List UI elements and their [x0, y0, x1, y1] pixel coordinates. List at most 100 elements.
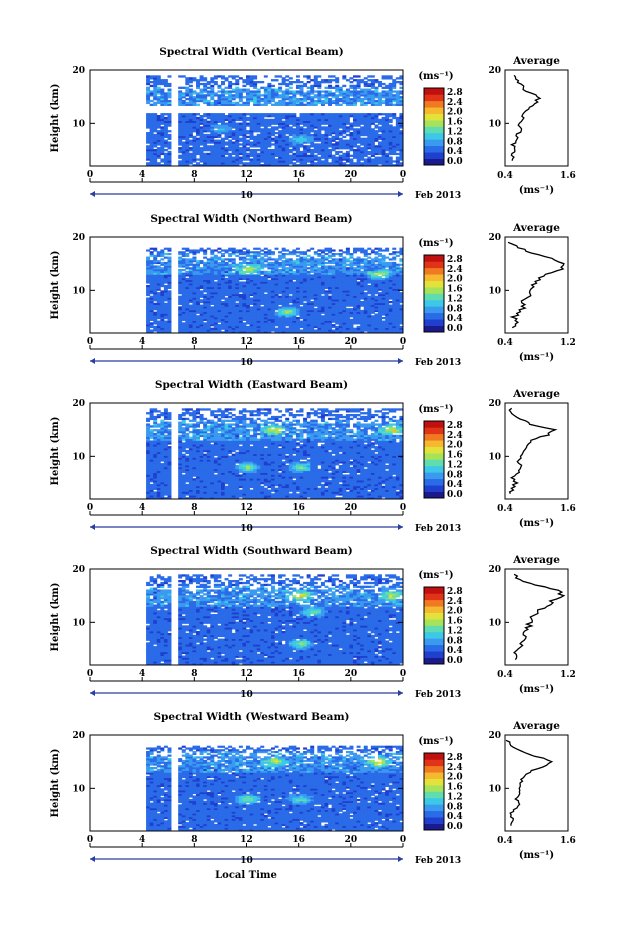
average-profile-line	[513, 573, 566, 661]
panel-title: Spectral Width (Eastward Beam)	[155, 379, 348, 391]
x-tick-label: 20	[345, 669, 358, 679]
date-axis-arrow	[90, 524, 95, 530]
colorbar-tick-label: 0.4	[447, 480, 463, 490]
colorbar-tick-label: 0.8	[447, 137, 463, 147]
colorbar-unit: (ms⁻¹)	[418, 71, 453, 82]
average-x-label: (ms⁻¹)	[519, 850, 554, 861]
x-tick-label: 16	[292, 669, 305, 679]
colorbar-segment	[424, 446, 444, 454]
x-tick-label: 12	[240, 337, 253, 347]
colorbar-segment	[424, 644, 444, 652]
heatmap-cells	[146, 408, 404, 500]
x-tick-label: 16	[292, 170, 305, 180]
average-profile-line	[508, 407, 558, 494]
colorbar-segment	[424, 657, 444, 665]
x-tick-label: 12	[240, 669, 253, 679]
y-tick-label: 10	[72, 784, 85, 794]
colorbar-tick-label: 2.8	[447, 587, 463, 597]
colorbar-tick-label: 0.4	[447, 314, 463, 324]
colorbar-segment	[424, 785, 444, 792]
colorbar-segment	[424, 312, 444, 320]
colorbar-tick-label: 1.6	[447, 617, 463, 627]
colorbar-segment	[424, 126, 444, 134]
average-x-tick-label: 0.4	[497, 836, 513, 846]
average-frame	[504, 734, 569, 832]
colorbar-segment	[424, 113, 444, 121]
x-axis-label: Local Time	[215, 870, 277, 881]
colorbar-tick-label: 2.8	[447, 421, 463, 431]
colorbar-segment	[424, 791, 444, 799]
average-frame	[504, 568, 569, 666]
average-x-label: (ms⁻¹)	[519, 684, 554, 695]
x-tick-label: 4	[139, 170, 145, 180]
average-x-tick-label: 1.6	[560, 504, 576, 514]
colorbar-tick-label: 2.0	[447, 108, 463, 118]
date-day-label: 10	[240, 690, 253, 700]
y-tick-label: 20	[72, 66, 85, 76]
y-tick-label: 10	[72, 286, 85, 296]
average-panel: Average 10 20 0.4 1.6 (ms⁻¹)	[488, 720, 575, 861]
colorbar-tick-label: 0.0	[447, 324, 463, 334]
colorbar-segment	[424, 465, 444, 473]
x-tick-label: 0	[400, 503, 406, 513]
heatmap-cells	[146, 75, 404, 167]
colorbar-segment	[424, 631, 444, 639]
colorbar-unit: (ms⁻¹)	[418, 736, 453, 747]
colorbar-tick-label: 2.0	[447, 607, 463, 617]
average-title: Average	[512, 222, 560, 234]
date-axis-arrow	[90, 690, 95, 696]
x-tick-label: 8	[191, 170, 197, 180]
plot-frame	[89, 69, 404, 167]
colorbar-segment	[424, 804, 444, 812]
colorbar-segment	[424, 453, 444, 460]
colorbar-segment	[424, 440, 444, 447]
colorbar-segment	[424, 280, 444, 288]
average-x-label: (ms⁻¹)	[519, 518, 554, 529]
colorbar-unit: (ms⁻¹)	[418, 570, 453, 581]
colorbar-segment	[424, 817, 444, 824]
date-axis-arrow	[90, 856, 95, 862]
colorbar-tick-label: 0.8	[447, 304, 463, 314]
colorbar-segment	[424, 638, 444, 646]
x-tick-label: 4	[139, 503, 145, 513]
y-tick-label: 20	[72, 399, 85, 409]
colorbar-tick-label: 2.8	[447, 88, 463, 98]
average-frame	[504, 236, 569, 334]
date-axis-arrow	[398, 690, 403, 696]
colorbar-segment	[424, 651, 444, 658]
colorbar-tick-label: 2.8	[447, 753, 463, 763]
x-tick-label: 20	[345, 170, 358, 180]
heatmap-cells	[146, 745, 404, 832]
date-label: Feb 2013	[415, 690, 461, 700]
y-axis-label: Height (km)	[50, 583, 61, 652]
colorbar-frame	[423, 586, 445, 665]
date-day-label: 10	[240, 524, 253, 534]
colorbar-segment	[424, 94, 444, 102]
panel-title: Spectral Width (Northward Beam)	[150, 213, 352, 225]
colorbar-tick-label: 1.2	[447, 792, 463, 802]
date-day-label: 10	[240, 358, 253, 368]
colorbar-segment	[424, 459, 444, 467]
colorbar-tick-label: 1.2	[447, 626, 463, 636]
colorbar-unit: (ms⁻¹)	[418, 404, 453, 415]
x-tick-label: 0	[87, 170, 93, 180]
average-panel: Average 10 20 0.4 1.2 (ms⁻¹)	[488, 554, 575, 695]
colorbar-segment	[424, 274, 444, 281]
colorbar-tick-label: 0.0	[447, 157, 463, 167]
y-axis-label: Height (km)	[50, 251, 61, 320]
x-tick-label: 0	[400, 337, 406, 347]
colorbar-segment	[424, 306, 444, 314]
colorbar-tick-label: 0.8	[447, 802, 463, 812]
date-day-label: 10	[240, 856, 253, 866]
colorbar-tick-label: 0.0	[447, 822, 463, 832]
colorbar-tick-label: 0.8	[447, 636, 463, 646]
date-axis-arrow	[90, 358, 95, 364]
colorbar-segment	[424, 88, 444, 95]
colorbar-segment	[424, 478, 444, 486]
colorbar-tick-label: 1.2	[447, 127, 463, 137]
colorbar-tick-label: 1.6	[447, 783, 463, 793]
x-tick-label: 20	[345, 835, 358, 845]
x-tick-label: 8	[191, 337, 197, 347]
date-axis-arrow	[398, 856, 403, 862]
